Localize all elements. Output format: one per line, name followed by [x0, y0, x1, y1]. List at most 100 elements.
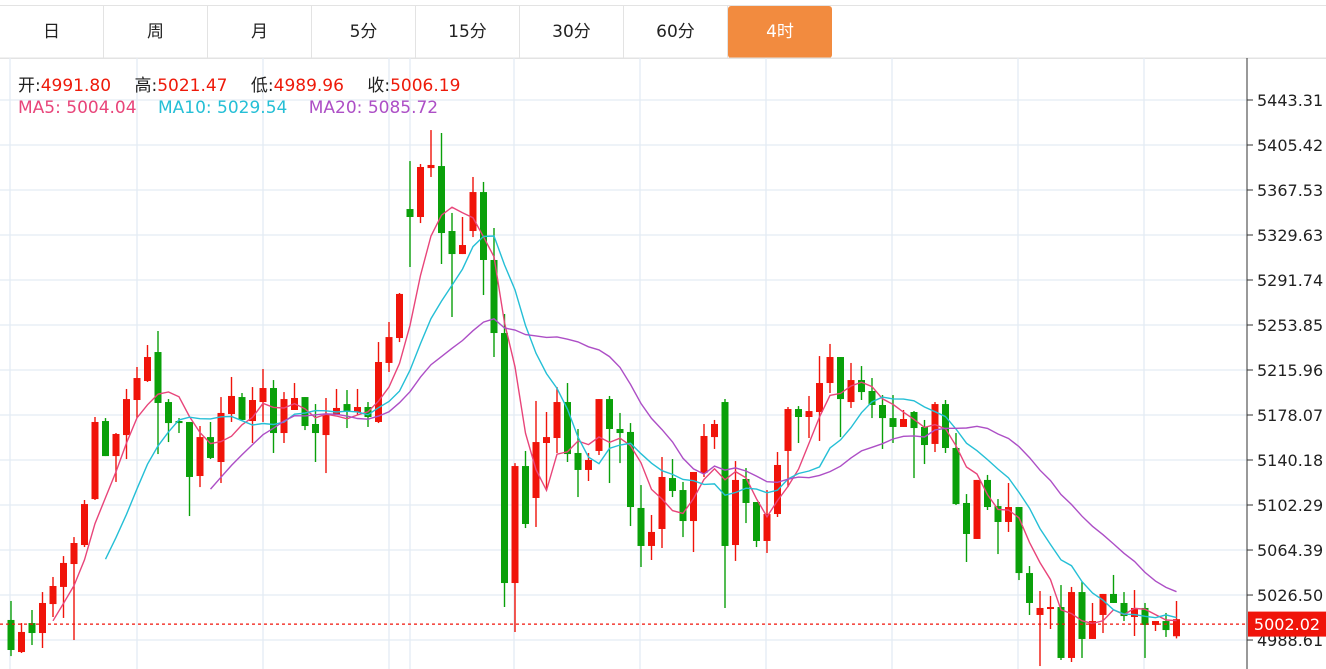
- tab-30min[interactable]: 30分: [520, 6, 624, 58]
- candle-up: [249, 387, 256, 444]
- ma20-legend: MA20: 5085.72: [309, 98, 438, 118]
- candle-up: [511, 463, 519, 632]
- candle-up: [595, 399, 603, 455]
- current-price-label: 5002.02: [1254, 615, 1320, 634]
- candle-body: [753, 502, 760, 541]
- candle-body: [28, 623, 36, 634]
- candle-body: [942, 404, 949, 448]
- y-tick-label: 5405.42: [1257, 136, 1323, 155]
- low-value: 4989.96: [273, 76, 344, 96]
- candle-down: [448, 212, 456, 317]
- candle-body: [879, 405, 886, 419]
- y-axis-ticks: 5443.31 5405.42 5367.53 5329.63 5291.74 5253.…: [1247, 91, 1323, 650]
- y-tick-label: 5215.96: [1257, 361, 1323, 380]
- candle-up: [805, 395, 813, 439]
- candle-body: [7, 619, 15, 651]
- tab-week[interactable]: 周: [104, 6, 208, 58]
- candle-down: [1057, 585, 1065, 660]
- candle-up: [81, 500, 88, 548]
- candle-body: [784, 409, 792, 451]
- candle-up: [322, 397, 330, 474]
- candle-up: [648, 514, 655, 560]
- candle-body: [574, 452, 582, 470]
- candle-body: [270, 388, 277, 434]
- candle-up: [354, 388, 361, 415]
- candle-up: [1036, 590, 1044, 667]
- candle-up: [1005, 483, 1012, 532]
- candle-up: [196, 426, 204, 488]
- candle-down: [238, 393, 246, 420]
- candle-body: [427, 164, 435, 169]
- candle-body: [522, 466, 529, 525]
- candle-up: [543, 412, 550, 491]
- candle-body: [280, 399, 288, 434]
- candle-body: [847, 380, 855, 403]
- candle-down: [637, 485, 645, 567]
- candle-body: [1173, 619, 1180, 637]
- candle-up: [690, 471, 697, 553]
- ma10-line: [104, 235, 1177, 619]
- candle-down: [858, 366, 865, 401]
- candle-body: [301, 397, 309, 427]
- candle-up: [385, 321, 393, 372]
- y-tick-label: 5329.63: [1257, 226, 1323, 245]
- candle-down: [984, 474, 991, 510]
- candle-body: [81, 504, 88, 546]
- candle-up: [469, 176, 477, 238]
- candle-body: [763, 514, 771, 541]
- candle-down: [438, 133, 445, 265]
- candle-body: [627, 431, 634, 508]
- candle-body: [501, 333, 508, 584]
- candle-body: [196, 437, 204, 477]
- tab-day[interactable]: 日: [0, 6, 104, 58]
- tab-5min[interactable]: 5分: [312, 6, 416, 58]
- candle-body: [511, 466, 519, 584]
- candle-up: [700, 424, 708, 477]
- candle-body: [1015, 507, 1023, 574]
- candle-body: [595, 399, 603, 451]
- candle-down: [837, 357, 844, 438]
- candle-up: [711, 419, 718, 449]
- candle-down: [721, 399, 729, 608]
- candle-body: [406, 209, 414, 217]
- candle-down: [994, 499, 1002, 555]
- tab-month[interactable]: 月: [208, 6, 312, 58]
- candle-down: [952, 433, 960, 505]
- candle-down: [186, 421, 193, 517]
- candle-up: [123, 388, 130, 460]
- low-label: 低:: [250, 76, 274, 96]
- candle-body: [994, 506, 1002, 522]
- candle-body: [742, 478, 750, 503]
- candle-body: [690, 471, 697, 522]
- candle-body: [658, 476, 666, 529]
- candle-up: [931, 402, 939, 453]
- candle-up: [375, 342, 382, 424]
- candle-body: [952, 447, 960, 505]
- candle-body: [1162, 621, 1170, 631]
- ma5-value: 5004.04: [66, 98, 137, 118]
- candle-body: [543, 437, 550, 444]
- candle-body: [711, 424, 718, 438]
- candle-down: [7, 600, 15, 657]
- high-label: 高:: [134, 76, 158, 96]
- y-tick-label: 5140.18: [1257, 451, 1323, 470]
- candle-body: [679, 490, 687, 522]
- candle-down: [879, 395, 886, 449]
- ma5-legend: MA5: 5004.04: [18, 98, 137, 118]
- candle-body: [123, 399, 130, 436]
- candle-body: [1005, 507, 1012, 522]
- tab-60min[interactable]: 60分: [624, 6, 728, 58]
- candle-down: [102, 418, 109, 457]
- tab-15min[interactable]: 15分: [416, 6, 520, 58]
- candle-up: [774, 452, 781, 517]
- candle-body: [921, 426, 928, 446]
- tab-4hour[interactable]: 4时: [728, 6, 832, 58]
- candle-body: [385, 337, 393, 363]
- ma20-line: [209, 318, 1177, 593]
- candle-body: [837, 357, 844, 400]
- open-label: 开:: [18, 76, 41, 96]
- candle-body: [70, 543, 78, 565]
- candle-body: [354, 407, 361, 413]
- candle-down: [1162, 612, 1170, 637]
